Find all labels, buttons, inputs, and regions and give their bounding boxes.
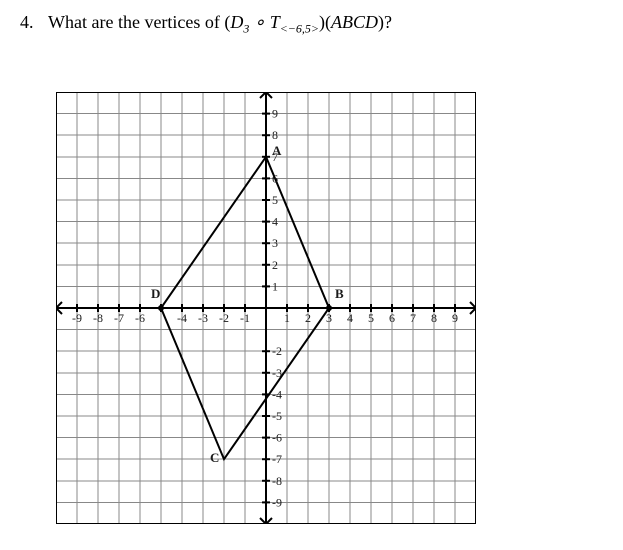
svg-text:2: 2	[272, 258, 278, 272]
question-number: 4.	[20, 12, 34, 33]
svg-text:9: 9	[272, 107, 278, 121]
svg-text:B: B	[335, 286, 344, 301]
svg-text:-3: -3	[198, 311, 208, 325]
svg-text:C: C	[210, 450, 219, 465]
svg-text:8: 8	[272, 128, 278, 142]
svg-text:4: 4	[347, 311, 353, 325]
svg-text:6: 6	[272, 171, 278, 185]
svg-text:-2: -2	[219, 311, 229, 325]
svg-text:9: 9	[452, 311, 458, 325]
svg-text:A: A	[272, 143, 282, 158]
question-text: 4. What are the vertices of (D3 ∘ T<−6,5…	[48, 12, 392, 37]
svg-text:1: 1	[272, 279, 278, 293]
svg-text:-5: -5	[272, 409, 282, 423]
svg-text:1: 1	[284, 311, 290, 325]
graph-svg: -9-8-7-6-4-3-2-1123456789-9-8-7-6-5-4-3-…	[56, 92, 476, 524]
svg-text:-4: -4	[177, 311, 187, 325]
svg-text:-8: -8	[272, 474, 282, 488]
svg-text:-8: -8	[93, 311, 103, 325]
svg-text:6: 6	[389, 311, 395, 325]
svg-text:2: 2	[305, 311, 311, 325]
svg-text:7: 7	[410, 311, 416, 325]
svg-text:5: 5	[272, 193, 278, 207]
svg-text:-3: -3	[272, 366, 282, 380]
svg-text:D: D	[151, 286, 160, 301]
svg-text:3: 3	[272, 236, 278, 250]
svg-text:-6: -6	[135, 311, 145, 325]
svg-text:-2: -2	[272, 344, 282, 358]
svg-text:-1: -1	[240, 311, 250, 325]
svg-text:-9: -9	[72, 311, 82, 325]
svg-text:8: 8	[431, 311, 437, 325]
svg-text:3: 3	[326, 311, 332, 325]
svg-text:-6: -6	[272, 431, 282, 445]
svg-text:-7: -7	[114, 311, 124, 325]
svg-text:5: 5	[368, 311, 374, 325]
svg-text:4: 4	[272, 215, 278, 229]
svg-text:-4: -4	[272, 387, 282, 401]
svg-text:-7: -7	[272, 452, 282, 466]
svg-text:-9: -9	[272, 495, 282, 509]
coordinate-graph: -9-8-7-6-4-3-2-1123456789-9-8-7-6-5-4-3-…	[56, 92, 476, 524]
